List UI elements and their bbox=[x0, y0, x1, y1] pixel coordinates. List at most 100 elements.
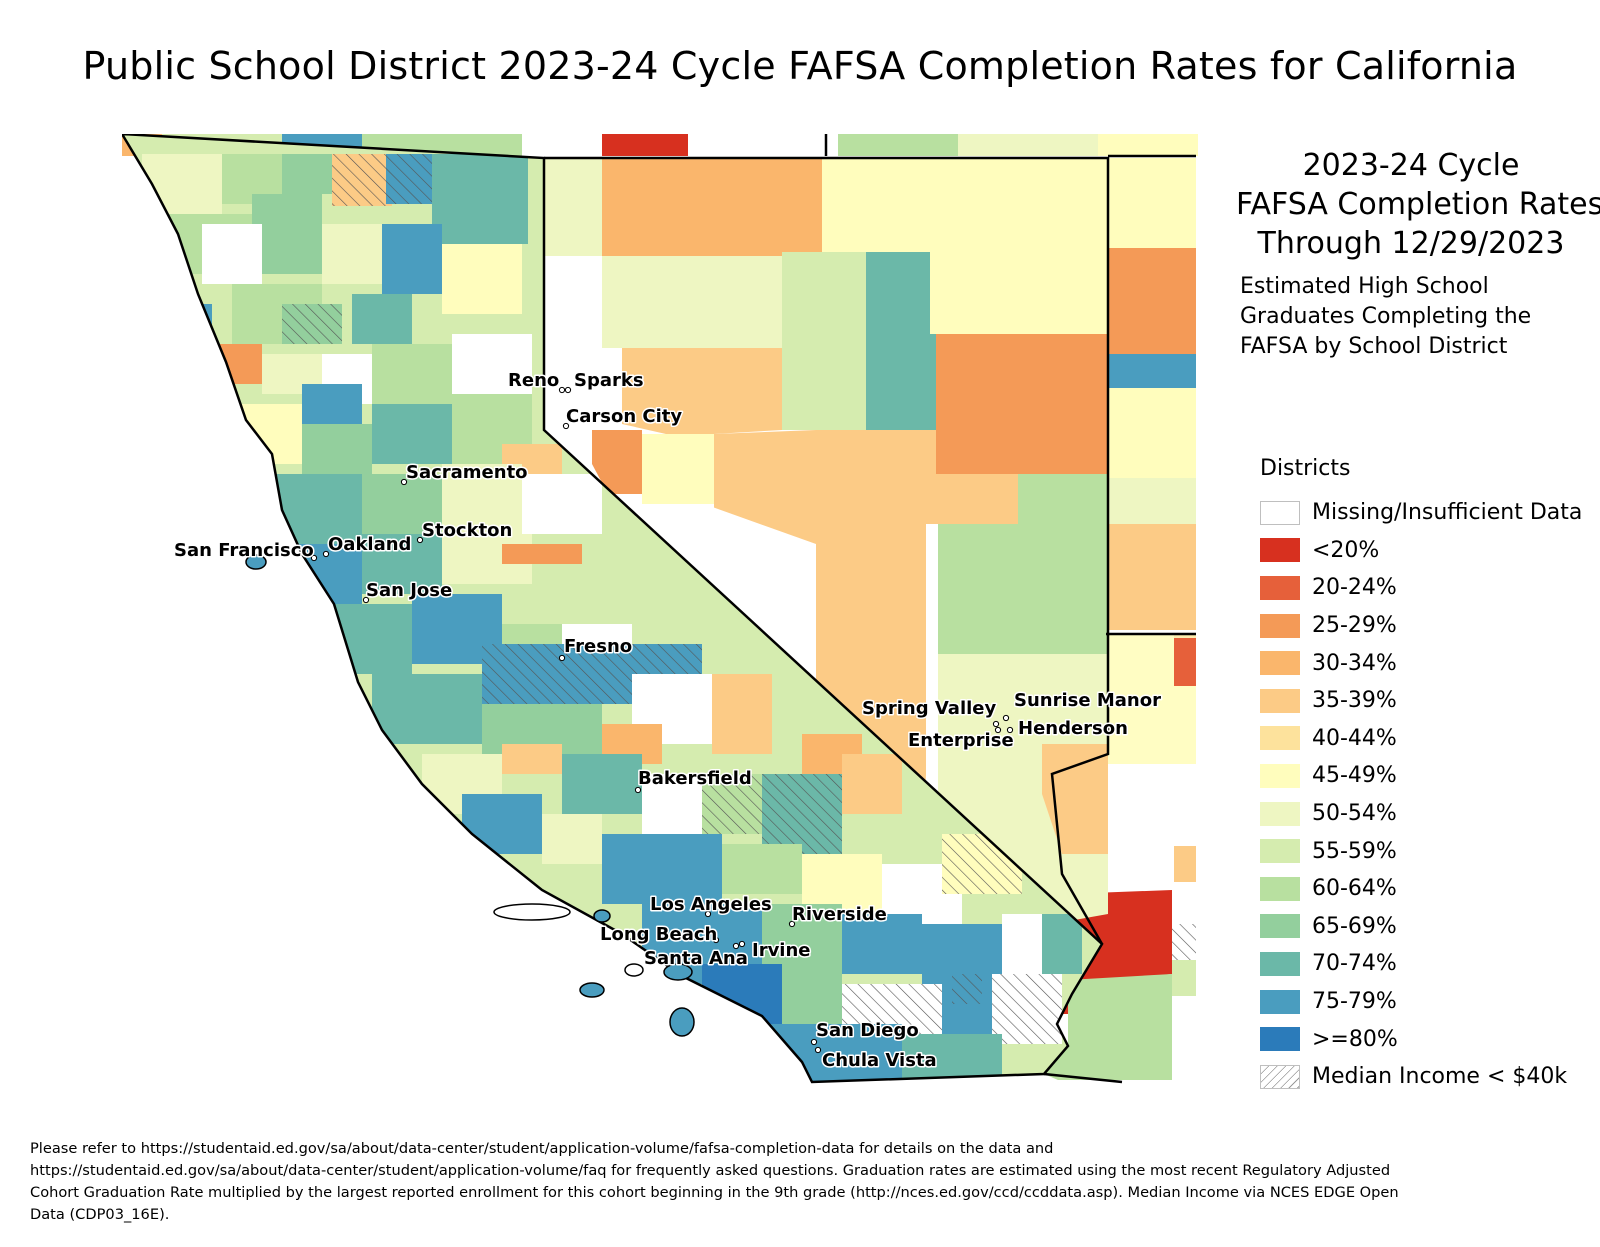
legend-item: >=80% bbox=[1260, 1020, 1582, 1058]
city-marker bbox=[788, 920, 796, 928]
state-borders bbox=[122, 134, 1196, 1084]
legend-swatch bbox=[1260, 538, 1300, 563]
city-marker bbox=[1006, 726, 1014, 734]
choropleth-map[interactable]: Reno Sparks Carson City Sacramento Stockton S… bbox=[122, 134, 1222, 1114]
city-label: Spring Valley bbox=[862, 698, 997, 719]
legend-label: >=80% bbox=[1312, 1026, 1398, 1052]
legend-item: Missing/Insufficient Data bbox=[1260, 494, 1582, 532]
legend-label: Median Income < $40k bbox=[1312, 1064, 1568, 1090]
legend-swatch bbox=[1260, 575, 1300, 600]
legend-label: 30-34% bbox=[1312, 650, 1397, 676]
city-label: Sunrise Manor bbox=[1014, 690, 1161, 711]
legend-item: 20-24% bbox=[1260, 569, 1582, 607]
legend-item: 30-34% bbox=[1260, 644, 1582, 682]
legend-item: 45-49% bbox=[1260, 757, 1582, 795]
legend-label: 75-79% bbox=[1312, 989, 1397, 1015]
legend-description-line: Estimated High School bbox=[1240, 274, 1489, 299]
legend-item: 50-54% bbox=[1260, 795, 1582, 833]
nevada-counties bbox=[544, 158, 1108, 924]
legend-label: Missing/Insufficient Data bbox=[1312, 500, 1583, 526]
legend-label: 70-74% bbox=[1312, 951, 1397, 977]
city-label: San Diego bbox=[816, 1020, 919, 1041]
legend-swatch bbox=[1260, 688, 1300, 713]
legend-item: 65-69% bbox=[1260, 908, 1582, 946]
legend-label: 55-59% bbox=[1312, 838, 1397, 864]
legend-swatch bbox=[1260, 876, 1300, 901]
legend-swatch bbox=[1260, 500, 1300, 525]
legend-item: <20% bbox=[1260, 532, 1582, 570]
legend-heading-line: FAFSA Completion Rates bbox=[1236, 187, 1600, 222]
city-marker bbox=[732, 942, 740, 950]
legend-swatch bbox=[1260, 839, 1300, 864]
legend-swatch bbox=[1260, 914, 1300, 939]
city-label: Bakersfield bbox=[638, 768, 752, 789]
legend-description: Estimated High School Graduates Completi… bbox=[1240, 272, 1580, 362]
city-label: Chula Vista bbox=[822, 1050, 937, 1071]
city-marker bbox=[994, 726, 1002, 734]
city-label: Enterprise bbox=[908, 730, 1014, 751]
footnote-line: Please refer to https://studentaid.ed.go… bbox=[30, 1140, 1054, 1157]
legend-item: 55-59% bbox=[1260, 832, 1582, 870]
city-marker bbox=[704, 910, 712, 918]
legend-heading: 2023-24 Cycle FAFSA Completion Rates Thr… bbox=[1236, 146, 1600, 263]
city-marker bbox=[810, 1038, 818, 1046]
city-label: Los Angeles bbox=[650, 894, 772, 915]
legend-item: Median Income < $40k bbox=[1260, 1058, 1582, 1096]
legend-swatch bbox=[1260, 613, 1300, 638]
footnote-line: https://studentaid.ed.gov/sa/about/data-… bbox=[30, 1162, 1391, 1179]
legend-swatch bbox=[1260, 763, 1300, 788]
channel-islands bbox=[245, 554, 695, 1037]
city-label: Sparks bbox=[574, 370, 644, 391]
city-marker bbox=[558, 386, 566, 394]
legend-description-line: FAFSA by School District bbox=[1240, 334, 1508, 359]
city-marker bbox=[814, 1046, 822, 1054]
legend-list: Missing/Insufficient Data <20% 20-24% 25-29… bbox=[1260, 494, 1582, 1096]
city-marker bbox=[992, 720, 1000, 728]
legend-description-line: Graduates Completing the bbox=[1240, 304, 1532, 329]
legend-swatch bbox=[1260, 726, 1300, 751]
legend-item: 75-79% bbox=[1260, 983, 1582, 1021]
city-marker bbox=[310, 554, 318, 562]
legend-label: 40-44% bbox=[1312, 725, 1397, 751]
legend-title: Districts bbox=[1260, 456, 1351, 481]
city-marker bbox=[362, 596, 370, 604]
legend-label: 65-69% bbox=[1312, 913, 1397, 939]
legend-label: 35-39% bbox=[1312, 688, 1397, 714]
legend-heading-line: Through 12/29/2023 bbox=[1257, 226, 1565, 261]
legend-heading-line: 2023-24 Cycle bbox=[1302, 148, 1520, 183]
city-label: Sacramento bbox=[406, 462, 528, 483]
city-marker bbox=[564, 386, 572, 394]
city-label: San Francisco bbox=[174, 540, 314, 561]
legend-swatch bbox=[1260, 1064, 1300, 1089]
legend-label: 25-29% bbox=[1312, 613, 1397, 639]
city-label: Santa Ana bbox=[644, 948, 748, 969]
legend-item: 35-39% bbox=[1260, 682, 1582, 720]
legend-label: 45-49% bbox=[1312, 763, 1397, 789]
city-label: Carson City bbox=[566, 406, 682, 427]
city-label: Henderson bbox=[1018, 718, 1128, 739]
city-label: Oakland bbox=[328, 534, 411, 555]
legend-label: 20-24% bbox=[1312, 575, 1397, 601]
city-marker bbox=[562, 422, 570, 430]
map-title: Public School District 2023-24 Cycle FAF… bbox=[82, 44, 1518, 88]
city-label: San Jose bbox=[366, 580, 452, 601]
legend-item: 70-74% bbox=[1260, 945, 1582, 983]
city-marker bbox=[558, 654, 566, 662]
city-label: Riverside bbox=[792, 904, 887, 925]
footnote-line: Data (CDP03_16E). bbox=[30, 1206, 170, 1223]
legend-label: 50-54% bbox=[1312, 801, 1397, 827]
legend-swatch bbox=[1260, 801, 1300, 826]
city-marker bbox=[712, 936, 720, 944]
legend-swatch bbox=[1260, 989, 1300, 1014]
legend-item: 60-64% bbox=[1260, 870, 1582, 908]
city-marker bbox=[1002, 714, 1010, 722]
footnote: Please refer to https://studentaid.ed.go… bbox=[30, 1138, 1580, 1226]
city-marker bbox=[738, 940, 746, 948]
legend-label: 60-64% bbox=[1312, 876, 1397, 902]
city-marker bbox=[322, 550, 330, 558]
city-label: Stockton bbox=[422, 520, 512, 541]
city-labels: Reno Sparks Carson City Sacramento Stockton S… bbox=[173, 369, 1163, 1073]
legend-item: 40-44% bbox=[1260, 720, 1582, 758]
city-label: Long Beach bbox=[600, 924, 717, 945]
legend-label: <20% bbox=[1312, 537, 1380, 563]
